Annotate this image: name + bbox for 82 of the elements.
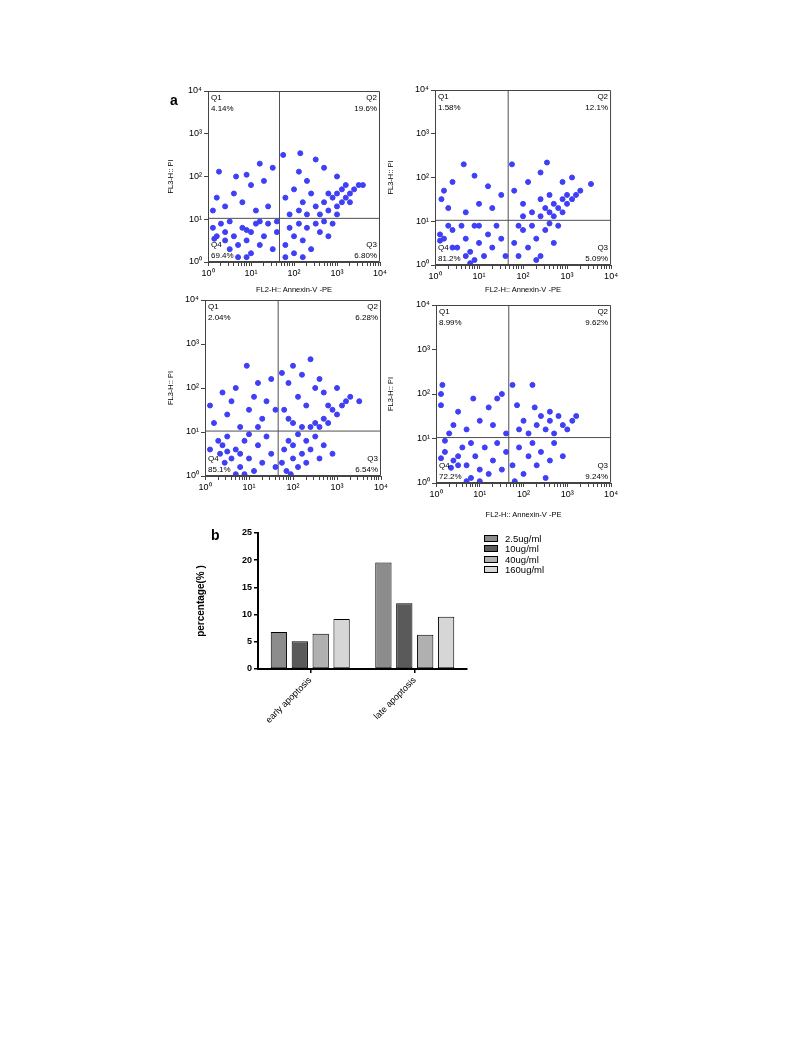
x-tick-label: 10⁰ bbox=[201, 267, 215, 278]
y-tick-label: 10¹ bbox=[188, 213, 202, 224]
y-tick-label: 10⁰ bbox=[185, 470, 199, 481]
legend-label: 160ug/ml bbox=[505, 564, 545, 576]
x-tick-label: 10³ bbox=[560, 488, 574, 499]
annotation: 9.24% bbox=[585, 472, 609, 482]
y-tick-label: 10¹ bbox=[415, 215, 429, 226]
annotation: 4.14% bbox=[211, 104, 234, 114]
legend-label: 40ug/ml bbox=[505, 553, 539, 565]
y-tick-label: 10² bbox=[416, 388, 430, 399]
annotation: Q2 bbox=[597, 92, 609, 102]
annotation: Q1 bbox=[211, 93, 223, 103]
annotation: Q2 bbox=[597, 307, 609, 317]
y-tick-label: 15 bbox=[241, 581, 252, 592]
y-tick-label: 20 bbox=[241, 554, 252, 565]
y-tick-label: 10³ bbox=[185, 338, 199, 349]
annotation: Q2 bbox=[367, 302, 379, 312]
y-tick-label: 10² bbox=[185, 382, 199, 393]
x-tick-label: 10² bbox=[286, 481, 300, 492]
x-tick-label: 10⁰ bbox=[429, 488, 443, 499]
x-tick-label: 10⁰ bbox=[428, 270, 442, 281]
annotation: 6.28% bbox=[355, 313, 378, 323]
chart-title: b bbox=[211, 527, 220, 543]
x-tick-label: 10⁴ bbox=[374, 481, 389, 492]
annotation: Q3 bbox=[366, 240, 378, 250]
annotation: Q3 bbox=[597, 461, 609, 471]
x-tick-label: 10³ bbox=[330, 481, 344, 492]
annotation: Q4 bbox=[438, 243, 450, 253]
annotation: 19.6% bbox=[354, 104, 377, 114]
y-axis-title: percentage(% ) bbox=[194, 565, 206, 637]
legend-label: 2.5ug/ml bbox=[505, 532, 542, 544]
annotation: 12.1% bbox=[585, 103, 609, 113]
y-tick-label: 5 bbox=[246, 636, 252, 647]
x-tick-label: 10² bbox=[516, 270, 530, 281]
annotation: 85.1% bbox=[208, 465, 231, 475]
y-tick-label: 25 bbox=[241, 527, 252, 538]
annotation: Q1 bbox=[438, 92, 450, 102]
y-tick-label: 10⁰ bbox=[415, 259, 429, 270]
annotation: 6.54% bbox=[355, 465, 378, 475]
y-tick-label: 10³ bbox=[188, 128, 202, 139]
y-tick-label: 10³ bbox=[416, 343, 430, 354]
y-tick-label: 10 bbox=[241, 609, 252, 620]
y-tick-label: 0 bbox=[246, 663, 252, 674]
y-tick-label: 10⁴ bbox=[416, 299, 431, 310]
annotation: Q1 bbox=[208, 302, 220, 312]
x-tick-label: 10¹ bbox=[473, 488, 487, 499]
annotation: 69.4% bbox=[211, 251, 234, 261]
annotation: 72.2% bbox=[439, 472, 462, 482]
x-tick-label: 10³ bbox=[330, 267, 344, 278]
y-tick-label: 10⁴ bbox=[188, 85, 203, 96]
x-tick-label: 10⁰ bbox=[198, 481, 212, 492]
annotation: 1.58% bbox=[438, 103, 461, 113]
annotation: 2.04% bbox=[208, 313, 231, 323]
annotation: Q3 bbox=[597, 243, 609, 253]
x-tick-label: 10¹ bbox=[472, 270, 486, 281]
legend-label: 10ug/ml bbox=[505, 543, 539, 555]
x-tick-label: 10⁴ bbox=[604, 488, 619, 499]
annotation: 6.80% bbox=[354, 251, 377, 261]
annotation: Q1 bbox=[439, 307, 451, 317]
y-tick-label: 10² bbox=[415, 171, 429, 182]
annotation: Q4 bbox=[208, 454, 220, 464]
x-tick-label: 10⁴ bbox=[373, 267, 388, 278]
y-tick-label: 10² bbox=[188, 170, 202, 181]
annotation: 81.2% bbox=[438, 254, 461, 264]
annotation: Q4 bbox=[439, 461, 451, 471]
annotation: 8.99% bbox=[439, 318, 462, 328]
y-tick-label: 10⁰ bbox=[188, 256, 202, 267]
x-tick-label: 10⁴ bbox=[604, 270, 619, 281]
annotation: 9.62% bbox=[585, 318, 609, 328]
y-tick-label: 10¹ bbox=[185, 426, 199, 437]
x-tick-label: 10² bbox=[517, 488, 531, 499]
annotation: Q2 bbox=[366, 93, 378, 103]
y-tick-label: 10¹ bbox=[416, 432, 430, 443]
annotation: 5.09% bbox=[585, 254, 609, 264]
annotation: Q4 bbox=[211, 240, 223, 250]
x-tick-label: 10² bbox=[287, 267, 301, 278]
y-tick-label: 10⁴ bbox=[415, 84, 430, 95]
y-tick-label: 10⁴ bbox=[185, 294, 200, 305]
chart-title: a bbox=[170, 92, 178, 108]
x-tick-label: 10³ bbox=[560, 270, 574, 281]
annotation: Q3 bbox=[367, 454, 379, 464]
y-tick-label: 10³ bbox=[415, 128, 429, 139]
